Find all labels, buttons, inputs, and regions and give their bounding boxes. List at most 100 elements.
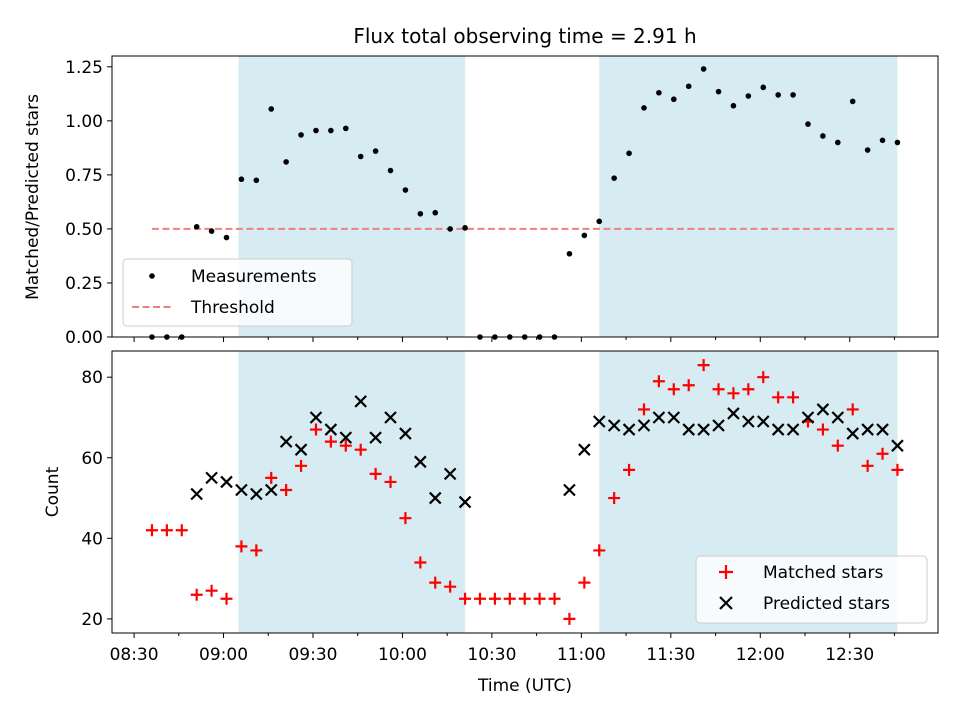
bottom-x-axis: 08:30 09:00 09:30 10:00 10:30 11:00 11:30 12:00… [110,633,895,665]
x-tick-label: 09:30 [288,645,337,665]
matched-star-point [324,435,337,448]
measurement-point [864,147,871,153]
measurement-point [641,105,647,111]
measurement-point [402,187,409,193]
legend-measurements-label: Measurements [191,267,317,287]
measurement-point [685,83,692,90]
matched-star-point [459,592,472,605]
predicted-star-point [443,467,457,481]
y-tick-label: 0.00 [65,328,103,348]
predicted-star-point [264,483,278,497]
matched-star-point [667,383,680,396]
bottom-legend-box [695,555,928,624]
predicted-star-point [205,471,218,485]
x-tick-label: 08:30 [110,645,159,665]
matched-star-point [384,475,397,488]
measurement-point [283,159,289,165]
y-tick-label: 1.25 [65,58,103,78]
measurement-point [342,125,349,132]
predicted-star-point [876,423,889,436]
predicted-star-point [771,423,785,436]
matched-star-point [488,592,501,605]
matched-star-point [295,459,308,472]
measurement-point [790,92,796,98]
matched-star-point [816,423,829,436]
x-tick-label: 10:00 [378,645,427,665]
matched-star-point [145,524,158,537]
legend-predicted-label: Predicted stars [763,594,890,614]
measurement-point [328,127,334,134]
measurement-point [432,209,439,216]
y-tick-label: 60 [81,449,103,469]
matched-star-point [742,383,755,396]
measurement-point [208,228,215,234]
x-axis-label: Time (UTC) [477,676,572,696]
matched-star-point [787,391,800,404]
x-tick-label: 11:00 [557,645,606,665]
legend-threshold-label: Threshold [190,298,275,318]
measurement-point [387,167,394,174]
y-tick-label: 40 [81,529,103,549]
measurement-point [417,210,424,217]
matched-star-point [861,459,874,472]
matched-star-point [369,467,382,480]
matched-star-point [339,439,352,452]
predicted-star-point [190,487,203,501]
matched-star-point [250,544,263,557]
predicted-star-point [309,411,323,424]
matched-star-point [160,524,173,537]
matched-star-point [593,544,606,557]
measurement-point [775,92,781,98]
predicted-star-point [786,423,800,436]
predicted-star-point [578,443,591,456]
matched-star-point [473,592,486,605]
matched-star-point [712,383,725,396]
measurement-point [611,175,617,181]
x-tick-label: 12:00 [736,645,785,665]
legend-matched-label: Matched stars [763,563,883,583]
y-tick-label: 80 [81,368,103,388]
measurement-point [462,225,468,231]
predicted-star-point [756,415,770,428]
y-tick-label: 20 [81,610,103,630]
predicted-star-point [652,411,666,424]
legend-predicted-marker [719,596,733,610]
measurement-point [700,66,707,72]
predicted-star-point [279,435,293,448]
bottom-ylabel: Count [43,466,63,517]
matched-star-point [772,391,785,404]
predicted-star-point [563,483,576,497]
matched-star-point [414,556,427,569]
matched-star-point [429,576,442,589]
top-y-axis: 0.00 0.25 0.50 0.75 1.00 1.25 [65,58,112,348]
measurement-point [596,218,603,225]
bottom-y-axis: 20 40 60 80 [81,368,112,630]
measurement-point [670,96,677,103]
predicted-star-point [220,475,233,489]
predicted-star-point [697,423,710,436]
measurement-point [313,127,319,134]
x-tick-label: 10:30 [467,645,516,665]
predicted-star-point [622,423,636,436]
measurement-point [715,88,722,95]
matched-star-point [235,540,248,553]
measurement-point [253,177,260,184]
measurement-point [745,93,752,99]
matched-star-point [757,371,770,384]
measurement-point [626,150,632,157]
measurement-point [566,250,573,257]
predicted-star-point [592,415,606,428]
matched-star-point [309,423,322,436]
matched-star-point [190,588,203,601]
measurement-point [447,226,453,232]
predicted-star-point [801,411,815,424]
top-plot-frame [111,55,939,338]
measurement-point [849,98,856,105]
shaded-interval-1 [238,351,466,633]
matched-star-point [563,612,576,625]
predicted-star-point [384,411,397,424]
matched-star-point [846,403,859,416]
measurement-point [835,139,841,146]
y-tick-label: 0.50 [65,220,103,240]
bottom-legend: Matched stars Predicted stars [695,555,928,624]
